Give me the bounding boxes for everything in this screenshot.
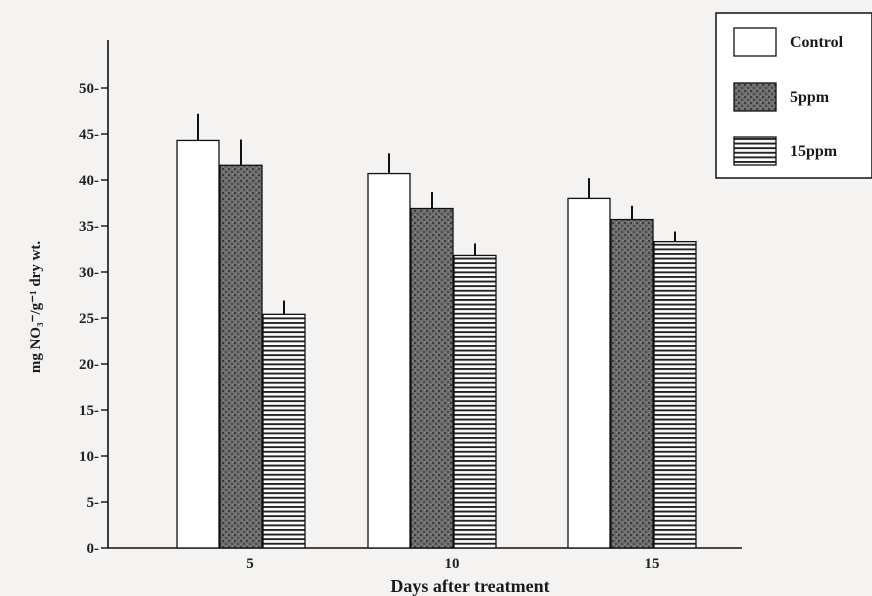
bar-15ppm-day-10	[453, 254, 497, 549]
bar-5ppm-day-10	[410, 207, 454, 549]
x-axis-title: Days after treatment	[390, 576, 549, 596]
y-tick-label: 0-	[87, 541, 100, 557]
bar-control-day-5	[176, 139, 220, 549]
bar-15ppm-day-5	[262, 313, 306, 549]
y-tick-label: 20-	[79, 357, 99, 373]
plot-area: 0- 5- 10- 15- 20- 25- 30- 35- 40- 45- 50- 5 10 15	[79, 40, 742, 572]
bar-control-day-10	[367, 172, 411, 549]
legend-label-control: Control	[790, 34, 844, 51]
y-tick-label: 50-	[79, 81, 99, 97]
x-tick-label-15: 15	[645, 556, 660, 572]
bar-control-day-15	[567, 197, 611, 549]
y-tick-label: 45-	[79, 127, 99, 143]
y-tick-label: 15-	[79, 403, 99, 419]
y-tick-label: 35-	[79, 219, 99, 235]
legend-swatch-control	[733, 27, 777, 57]
legend-label-15ppm: 15ppm	[790, 143, 838, 160]
y-axis-title: mg NO₃⁻/g⁻¹ dry wt.	[28, 241, 44, 374]
legend-swatch-5ppm	[733, 82, 777, 112]
bar-5ppm-day-15	[610, 218, 654, 549]
bar-15ppm-day-15	[653, 240, 697, 549]
x-tick-label-10: 10	[445, 556, 460, 572]
x-tick-label-5: 5	[246, 556, 254, 572]
legend-swatch-15ppm	[733, 136, 777, 166]
legend: Control 5ppm 15ppm	[715, 12, 872, 179]
legend-label-5ppm: 5ppm	[790, 89, 830, 106]
y-tick-label: 25-	[79, 311, 99, 327]
y-tick-label: 5-	[87, 495, 100, 511]
bar-5ppm-day-5	[219, 164, 263, 549]
y-tick-label: 10-	[79, 449, 99, 465]
y-tick-label: 40-	[79, 173, 99, 189]
y-tick-label: 30-	[79, 265, 99, 281]
